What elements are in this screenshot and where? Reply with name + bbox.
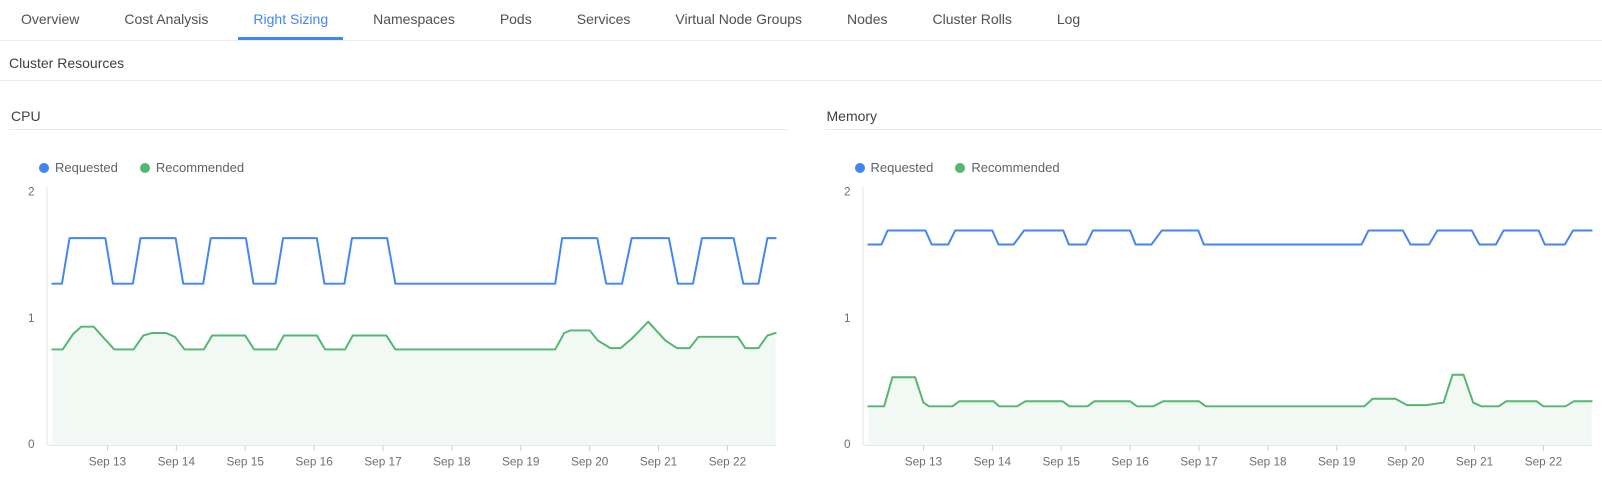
tab-cost-analysis[interactable]: Cost Analysis (124, 10, 209, 27)
y-axis-label: 0 (844, 437, 851, 451)
recommended-area (52, 321, 776, 445)
x-axis-label: Sep 17 (1180, 454, 1217, 468)
legend-dot-requested (854, 162, 865, 173)
y-axis-label: 2 (28, 184, 35, 198)
tab-overview[interactable]: Overview (21, 10, 80, 27)
tab-services[interactable]: Services (576, 10, 631, 27)
y-axis-label: 0 (28, 437, 35, 451)
tab-nodes[interactable]: Nodes (847, 10, 888, 27)
tab-right-sizing[interactable]: Right Sizing (238, 0, 344, 40)
x-axis-label: Sep 14 (973, 454, 1011, 468)
cpu-chart-title: CPU (9, 108, 787, 130)
legend-label: Requested (870, 160, 934, 175)
x-axis-label: Sep 13 (89, 454, 127, 468)
tab-namespaces[interactable]: Namespaces (373, 10, 455, 27)
x-axis-label: Sep 18 (433, 454, 471, 468)
legend-label: Recommended (971, 160, 1060, 175)
legend-item-requested[interactable]: Requested (39, 160, 118, 175)
tab-pods[interactable]: Pods (499, 10, 532, 27)
tab-log[interactable]: Log (1056, 10, 1081, 27)
requested-line (51, 237, 777, 285)
tab-bar: Overview Cost Analysis Right Sizing Namespa… (0, 0, 1602, 41)
tab-virtual-node-groups[interactable]: Virtual Node Groups (675, 10, 803, 27)
x-axis-label: Sep 20 (1386, 454, 1424, 468)
legend-label: Recommended (155, 160, 245, 175)
cpu-legend: Requested Recommended (39, 160, 787, 175)
tab-cluster-rolls[interactable]: Cluster Rolls (932, 10, 1012, 27)
charts-row: CPU Requested Recommended 0 1 2 Sep 13 Sep 14… (0, 108, 1602, 480)
x-axis-label: Sep 15 (1042, 454, 1080, 468)
x-axis-label: Sep 17 (364, 454, 401, 468)
x-axis-label: Sep 14 (158, 454, 196, 468)
recommended-line (866, 373, 1593, 408)
legend-label: Requested (55, 160, 118, 175)
y-axis-label: 2 (844, 184, 851, 198)
x-axis-label: Sep 22 (1524, 454, 1561, 468)
section-title: Cluster Resources (9, 55, 125, 71)
x-axis-label: Sep 18 (1249, 454, 1287, 468)
memory-legend: Requested Recommended (854, 160, 1602, 175)
legend-item-requested[interactable]: Requested (854, 160, 934, 175)
memory-chart-title: Memory (824, 108, 1602, 130)
x-axis-label: Sep 19 (502, 454, 539, 468)
x-axis-label: Sep 20 (571, 454, 609, 468)
x-axis-label: Sep 15 (227, 454, 265, 468)
legend-dot-recommended (955, 162, 966, 173)
legend-item-recommended[interactable]: Recommended (139, 160, 245, 175)
section-header: Cluster Resources (0, 41, 1602, 81)
x-axis-label: Sep 21 (1455, 454, 1492, 468)
x-axis-label: Sep 16 (295, 454, 333, 468)
cpu-chart-panel: CPU Requested Recommended 0 1 2 Sep 13 Sep 14… (9, 108, 787, 480)
legend-item-recommended[interactable]: Recommended (955, 160, 1060, 175)
memory-chart-panel: Memory Requested Recommended 0 1 2 Sep 13 Sep… (824, 108, 1602, 480)
requested-line (866, 229, 1593, 246)
x-axis-label: Sep 21 (640, 454, 677, 468)
recommended-line (51, 320, 777, 351)
legend-dot-recommended (139, 162, 150, 173)
legend-dot-requested (39, 162, 49, 173)
x-axis-label: Sep 16 (1111, 454, 1149, 468)
y-axis-label: 1 (844, 311, 851, 325)
memory-chart: 0 1 2 Sep 13 Sep 14 Sep 15 Sep 16 Sep 17 Sep 18 S… (844, 184, 1593, 468)
recommended-area (867, 374, 1592, 445)
x-axis-label: Sep 13 (904, 454, 942, 468)
y-axis-label: 1 (28, 311, 35, 325)
x-axis-label: Sep 19 (1318, 454, 1355, 468)
x-axis-label: Sep 22 (709, 454, 746, 468)
cpu-chart: 0 1 2 Sep 13 Sep 14 Sep 15 Sep 16 Sep 17 Sep 18 S… (28, 184, 777, 468)
